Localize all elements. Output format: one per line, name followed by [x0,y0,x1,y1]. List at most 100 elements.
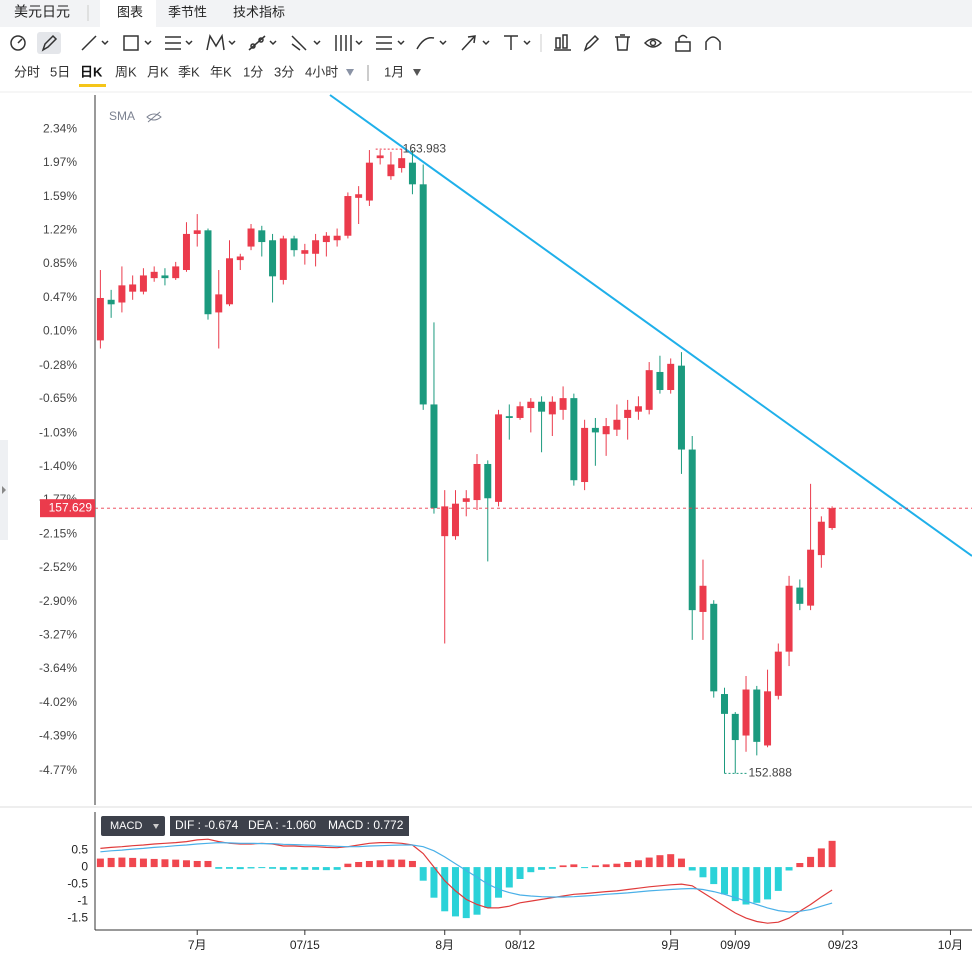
tab[interactable]: 技术指标 [233,4,285,19]
top-bar [0,0,972,27]
period[interactable]: 分时 [14,64,40,79]
candle-body [785,585,793,652]
macd-bar [333,867,341,870]
macd-bar [613,863,621,868]
macd-bar [290,867,298,870]
macd-bar [699,867,707,878]
y-tick-label: 0.47% [43,290,77,304]
macd-dropdown[interactable] [101,816,165,836]
candle-body [817,521,825,556]
y-tick-label: -2.15% [39,527,77,541]
macd-bar [430,867,438,898]
macd-bar [527,867,535,873]
trend-line[interactable] [329,94,972,557]
tool-icon[interactable] [675,34,691,52]
period[interactable]: 年K [210,64,232,79]
tool-icon[interactable] [504,35,531,50]
macd-bar [677,858,685,868]
macd-bar [129,857,137,868]
period[interactable]: 季K [178,64,200,79]
period[interactable]: 3分 [274,64,294,79]
macd-bar [387,859,395,868]
macd-bar [645,857,653,868]
candle-body [408,162,416,185]
candle-body [462,498,470,502]
tab[interactable]: 季节性 [168,4,207,19]
tool-icon[interactable] [376,36,405,50]
min-label: 152.888 [749,766,793,780]
macd-name: MACD [110,820,142,832]
hide-icon[interactable] [146,111,162,123]
tool-icon[interactable] [81,35,109,51]
tool-icon[interactable] [416,36,447,50]
macd-bar [548,867,556,869]
macd-bar [172,859,180,868]
tool-icon[interactable] [165,36,193,50]
tool-icon[interactable] [123,35,152,51]
macd-bar [107,857,115,868]
macd-bar [193,860,201,868]
tool-icon[interactable] [461,35,490,51]
candle-body [634,406,642,412]
period[interactable]: 5日 [50,64,70,79]
range[interactable]: 1月 [384,64,404,79]
macd-bar [688,867,696,871]
y-tick-label: 0.85% [43,256,77,270]
y-tick-label: -3.27% [39,628,77,642]
macd-bar [602,864,610,868]
tool-icon[interactable] [643,38,663,48]
tool-icon[interactable] [615,34,630,51]
macd-bar [559,865,567,868]
macd-bar [817,848,825,868]
candle-body [699,585,707,612]
x-tick-label: 07/15 [290,938,320,952]
period[interactable]: 周K [115,64,137,79]
tool-icon[interactable] [248,35,277,51]
period[interactable]: 月K [147,64,169,79]
tool-icon[interactable] [583,34,600,52]
dropdown-arrow [153,824,159,829]
x-tick-label: 08/12 [505,938,535,952]
tool-icon[interactable] [41,34,58,52]
active-tab [100,0,156,27]
tool-icon[interactable] [291,35,321,51]
dropdown-arrow[interactable] [413,69,421,76]
tool-icon[interactable] [206,33,236,51]
tab[interactable]: 图表 [117,4,143,19]
candle-body [419,184,427,405]
macd-bar [570,864,578,868]
candle-body [753,689,761,742]
candle-body [344,196,352,236]
candle-body [258,230,266,243]
candle-body [451,503,459,537]
candle-body [807,549,815,606]
macd-bar [96,858,104,868]
candle-body [161,275,169,279]
candle-body [538,401,546,412]
y-tick-label: 1.22% [43,222,77,236]
candle-body [236,256,244,261]
candle-body [721,694,729,714]
tool-icon[interactable] [705,36,721,50]
tool-icon[interactable] [335,35,363,51]
period[interactable]: 1分 [243,64,263,79]
candle-body [656,371,664,391]
period[interactable]: 4小时 [305,64,338,79]
tool-icon[interactable] [10,35,26,51]
period-active[interactable]: 日K [80,64,103,79]
y-tick-label: 0.5 [71,842,88,856]
dropdown-arrow[interactable] [346,69,354,76]
macd-bar [139,858,147,868]
candle-body [96,297,104,341]
candle-body [107,299,115,305]
candle-body [581,427,589,483]
candle-body [774,651,782,696]
macd-bar [667,854,675,868]
x-tick-label: 9月 [661,938,680,952]
macd-bar [634,860,642,868]
y-tick-label: -1.5 [67,910,88,924]
x-tick-label: 8月 [435,938,454,952]
x-tick-label: 09/23 [828,938,858,952]
candle-body [355,194,363,198]
tool-icon[interactable] [554,34,571,51]
